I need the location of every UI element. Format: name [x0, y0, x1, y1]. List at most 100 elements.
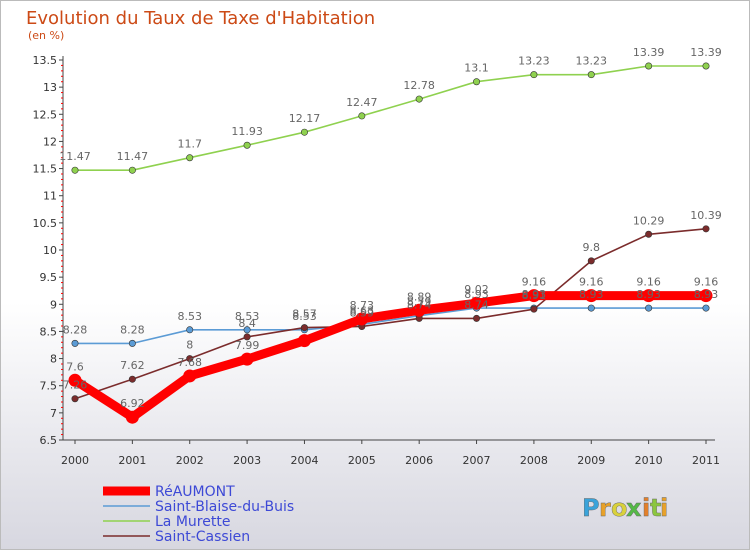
y-tick-label: 6.5	[40, 434, 58, 447]
data-point	[645, 62, 653, 70]
data-point	[645, 230, 653, 238]
data-point	[300, 128, 308, 136]
data-point	[587, 71, 595, 79]
data-point	[128, 339, 136, 347]
data-point	[71, 395, 79, 403]
logo-letter: o	[611, 494, 628, 522]
data-label: 8.53	[177, 310, 202, 323]
data-label: 12.78	[403, 79, 435, 92]
y-tick-label: 13.5	[33, 54, 58, 67]
data-point	[473, 314, 481, 322]
y-tick-label: 11	[43, 190, 57, 203]
data-label: 11.7	[177, 138, 202, 151]
data-label: 8.28	[63, 323, 88, 336]
data-point	[358, 112, 366, 120]
series-lines	[68, 62, 713, 424]
x-tick-label: 2007	[463, 454, 491, 467]
data-point	[355, 312, 369, 326]
logo-letter: x	[626, 494, 642, 522]
data-point	[186, 326, 194, 334]
data-label: 11.47	[59, 150, 91, 163]
data-point	[128, 166, 136, 174]
logo-letter: t	[650, 494, 661, 522]
data-point	[645, 304, 653, 312]
data-label: 8.28	[120, 323, 145, 336]
data-label: 11.93	[231, 125, 263, 138]
data-label: 8	[186, 339, 193, 352]
data-label: 8.59	[350, 307, 375, 320]
data-label: 9.8	[583, 241, 601, 254]
data-label: 10.29	[633, 214, 665, 227]
data-point	[71, 339, 79, 347]
chart-subtitle: (en %)	[28, 29, 64, 42]
data-label: 9.16	[694, 276, 719, 289]
x-tick-label: 2005	[348, 454, 376, 467]
data-label: 7.68	[177, 356, 202, 369]
data-point	[702, 304, 710, 312]
logo-letter: i	[660, 494, 668, 522]
y-tick-label: 12	[43, 135, 57, 148]
data-label: 13.39	[690, 46, 722, 59]
data-label: 9.16	[579, 276, 604, 289]
y-tick-label: 9.5	[40, 271, 58, 284]
data-label: 8.93	[579, 288, 604, 301]
legend-label: Saint-Cassien	[155, 529, 250, 545]
x-tick-label: 2003	[233, 454, 261, 467]
x-tick-label: 2011	[692, 454, 720, 467]
data-label: 7.6	[66, 360, 84, 373]
data-label: 8.74	[464, 298, 489, 311]
series-line	[70, 291, 711, 422]
data-point	[243, 333, 251, 341]
data-point	[587, 257, 595, 265]
legend-label: La Murette	[155, 514, 230, 530]
data-label: 8.91	[522, 289, 547, 302]
series-line	[74, 307, 707, 345]
y-tick-label: 7.5	[40, 380, 58, 393]
data-label: 8.93	[464, 288, 489, 301]
data-point	[186, 154, 194, 162]
legend-label: Saint-Blaise-du-Buis	[155, 499, 294, 515]
data-point	[584, 289, 598, 303]
data-label: 12.47	[346, 96, 378, 109]
data-label: 8.63	[350, 304, 375, 317]
x-axis-ticks: 2000 2001 2002 2003 2004 2005 2006 2007 2008 2009…	[61, 440, 720, 467]
data-point	[186, 355, 194, 363]
data-label: 13.1	[464, 62, 489, 75]
data-point	[71, 166, 79, 174]
y-tick-label: 12.5	[33, 108, 58, 121]
data-point	[473, 78, 481, 86]
data-point	[415, 95, 423, 103]
data-label: 7.26	[63, 379, 88, 392]
data-label: 11.47	[117, 150, 149, 163]
data-label: 8.93	[694, 288, 719, 301]
legend-label: RéAUMONT	[155, 484, 235, 500]
data-label: 8.73	[350, 299, 375, 312]
data-label: 8.93	[522, 288, 547, 301]
x-tick-label: 2010	[635, 454, 663, 467]
data-label: 9.16	[636, 276, 661, 289]
data-point	[699, 289, 713, 303]
data-point	[297, 334, 311, 348]
data-label: 8.79	[407, 296, 432, 309]
y-tick-label: 10.5	[33, 217, 58, 230]
x-tick-label: 2004	[290, 454, 318, 467]
data-point	[530, 305, 538, 313]
data-label: 7.99	[235, 339, 260, 352]
data-label: 8.93	[636, 288, 661, 301]
data-point	[530, 71, 538, 79]
logo-letter: r	[599, 494, 611, 522]
x-tick-label: 2000	[61, 454, 89, 467]
data-label: 12.17	[289, 112, 321, 125]
data-label: 13.39	[633, 46, 665, 59]
data-label: 8.53	[235, 310, 260, 323]
data-point	[587, 304, 595, 312]
data-label: 13.23	[576, 55, 608, 68]
data-label: 8.89	[407, 290, 432, 303]
data-point	[300, 324, 308, 332]
data-label: 8.74	[407, 298, 432, 311]
x-tick-label: 2009	[577, 454, 605, 467]
chart-title: Evolution du Taux de Taxe d'Habitation	[26, 8, 375, 29]
